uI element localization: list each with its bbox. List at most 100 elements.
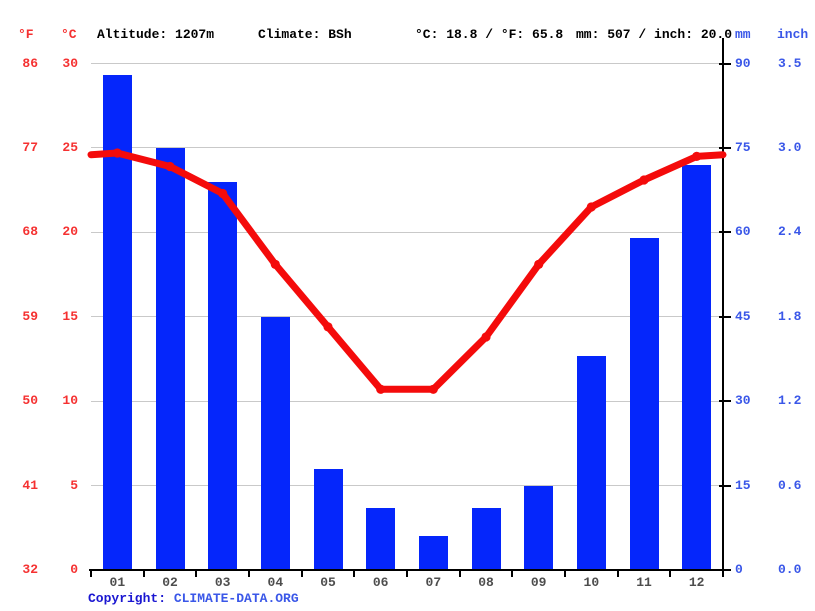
fahrenheit-axis-value: 68 <box>22 224 38 240</box>
celsius-axis-value: 10 <box>62 393 78 409</box>
celsius-axis-value: 0 <box>70 562 78 577</box>
fahrenheit-unit-label: °F <box>18 27 34 42</box>
celsius-axis-value: 20 <box>62 224 78 240</box>
fahrenheit-axis-value: 77 <box>22 139 38 155</box>
mm-axis-value: 15 <box>735 477 751 493</box>
precipitation-bar <box>260 316 290 570</box>
temperature-point <box>692 151 702 161</box>
precipitation-bar <box>366 508 396 570</box>
mm-axis-value: 30 <box>735 393 751 409</box>
month-label: 10 <box>583 575 600 590</box>
temperature-point <box>481 332 491 342</box>
mm-axis-value: 45 <box>735 308 751 324</box>
x-axis-tick <box>458 570 461 577</box>
x-axis-tick <box>406 570 408 577</box>
x-axis-tick <box>248 570 250 577</box>
month-label: 05 <box>320 575 336 590</box>
gridline <box>91 400 723 402</box>
temperature-point <box>270 259 280 269</box>
precipitation-bar <box>102 74 132 570</box>
gridline <box>91 231 723 233</box>
celsius-axis-value: 25 <box>62 139 78 155</box>
inch-axis-value: 3.0 <box>778 139 802 155</box>
precipitation-bar <box>418 536 448 570</box>
right-axis-line <box>722 38 724 571</box>
temperature-line <box>87 149 727 393</box>
gridline <box>91 147 723 149</box>
month-label: 07 <box>425 575 442 590</box>
month-label: 02 <box>162 575 178 590</box>
right-axis-tick <box>719 62 731 65</box>
x-axis-tick <box>300 570 303 577</box>
gridline <box>91 63 723 64</box>
right-axis-tick <box>719 146 731 149</box>
fahrenheit-axis-value: 59 <box>22 308 38 324</box>
temperature-summary-label: °C: 18.8 / °F: 65.8 <box>415 27 564 42</box>
precipitation-bar <box>629 237 659 570</box>
precipitation-bar <box>313 468 343 570</box>
celsius-axis-value: 15 <box>62 308 78 324</box>
month-label: 01 <box>109 575 126 590</box>
temperature-point <box>428 384 438 394</box>
inch-axis-value: 1.8 <box>778 308 802 324</box>
mm-axis-value: 90 <box>735 55 751 71</box>
precipitation-bar <box>682 164 712 570</box>
celsius-axis-value: 5 <box>70 477 78 493</box>
x-axis-tick <box>564 570 566 577</box>
mm-unit-label: mm <box>735 27 751 42</box>
inch-axis-value: 3.5 <box>778 55 802 71</box>
x-axis-tick <box>616 570 619 577</box>
month-label: 11 <box>636 575 652 590</box>
inch-unit-label: inch <box>777 27 809 42</box>
month-label: 09 <box>530 575 547 590</box>
copyright-link[interactable]: CLIMATE-DATA.ORG <box>173 591 299 606</box>
celsius-unit-label: °C <box>61 27 77 42</box>
precipitation-bar <box>576 356 606 570</box>
right-axis-tick <box>719 569 731 571</box>
altitude-label: Altitude: 1207m <box>97 27 215 42</box>
inch-axis-value: 0.6 <box>778 477 802 493</box>
month-label: 12 <box>688 575 705 590</box>
x-axis-tick <box>722 570 724 577</box>
precipitation-bar <box>524 485 554 570</box>
precipitation-bar <box>155 147 185 570</box>
precipitation-bar <box>208 181 238 570</box>
fahrenheit-axis-value: 41 <box>22 477 38 493</box>
x-axis-tick <box>669 570 672 577</box>
x-axis-tick <box>90 570 92 577</box>
copyright-label: Copyright: <box>88 591 174 606</box>
celsius-axis-value: 30 <box>62 55 78 71</box>
inch-axis-value: 2.4 <box>778 224 802 240</box>
mm-axis-value: 60 <box>735 224 751 240</box>
month-label: 04 <box>267 575 284 590</box>
temperature-point <box>323 322 333 332</box>
right-axis-tick <box>719 400 731 403</box>
month-label: 06 <box>372 575 389 590</box>
right-axis-tick <box>719 315 731 318</box>
precipitation-summary-label: mm: 507 / inch: 20.0 <box>576 27 733 42</box>
temperature-point <box>376 384 386 394</box>
right-axis-tick <box>719 484 731 487</box>
climate-classification-label: Climate: BSh <box>258 27 352 42</box>
inch-axis-value: 1.2 <box>778 393 802 409</box>
month-label: 08 <box>478 575 494 590</box>
gridline <box>91 316 723 318</box>
fahrenheit-axis-value: 32 <box>22 562 38 577</box>
precipitation-bar <box>471 508 501 570</box>
x-axis-tick <box>195 570 198 577</box>
gridline <box>91 485 723 487</box>
fahrenheit-axis-value: 86 <box>22 55 38 71</box>
x-axis-tick <box>142 570 145 577</box>
month-label: 03 <box>214 575 231 590</box>
inch-axis-value: 0.0 <box>778 562 802 577</box>
fahrenheit-axis-value: 50 <box>22 393 38 409</box>
temperature-point <box>639 175 649 185</box>
x-axis-tick <box>511 570 514 577</box>
mm-axis-value: 75 <box>735 139 751 155</box>
temperature-point <box>586 202 596 212</box>
copyright: Copyright: CLIMATE-DATA.ORG <box>88 591 299 606</box>
x-axis-line <box>89 569 730 571</box>
x-axis-tick <box>353 570 356 577</box>
temperature-point <box>534 259 544 269</box>
